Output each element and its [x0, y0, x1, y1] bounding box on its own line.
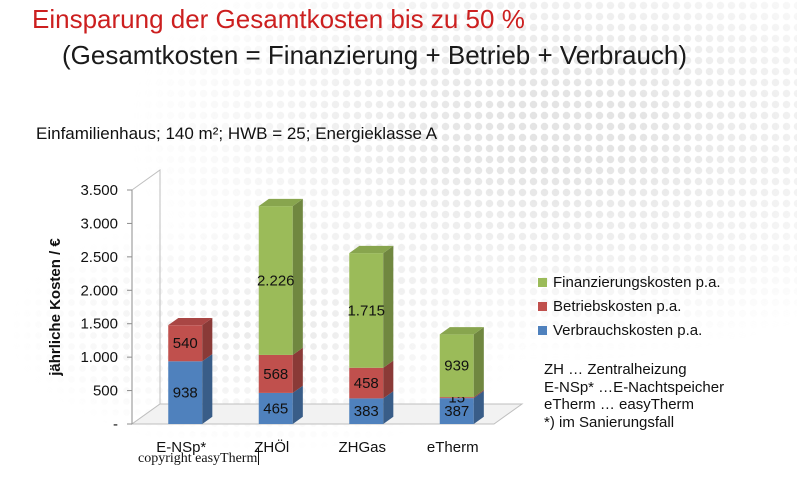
y-tick-label: - — [113, 416, 118, 433]
legend-label-verbrauch: Verbrauchskosten p.a. — [553, 321, 703, 339]
legend-swatch-betrieb — [538, 301, 547, 311]
y-tick-label: 500 — [93, 383, 118, 400]
x-tick-label: eTherm — [427, 439, 479, 456]
bar-top-cap — [168, 317, 213, 326]
legend-swatch-finanzierung — [538, 277, 547, 287]
bar-segment-front — [349, 398, 384, 424]
legend-label-finanzierung: Finanzierungskosten p.a. — [553, 273, 721, 291]
data-label: 568 — [263, 366, 288, 383]
note-sanierung: *) im Sanierungsfall — [544, 413, 675, 431]
copyright-label: copyright easyTherm — [138, 451, 258, 466]
y-tick-label: 1.500 — [80, 316, 118, 333]
bar-segment-side — [383, 360, 394, 399]
x-tick-label: ZHÖl — [254, 438, 289, 456]
bar-segment-front — [439, 398, 474, 424]
y-tick-label: 2.500 — [80, 249, 118, 266]
slide-title: Einsparung der Gesamtkosten bis zu 50 % — [32, 4, 525, 34]
bar-segment-front — [258, 354, 293, 393]
y-axis-title: jährliche Kosten / € — [47, 238, 64, 377]
data-label: 458 — [354, 375, 379, 392]
data-label: 387 — [444, 403, 469, 420]
chart-legend: Finanzierungskosten p.a. Betriebskosten … — [538, 270, 721, 342]
bar-top-cap — [258, 198, 303, 207]
abbreviation-notes: ZH … Zentralheizung E-NSp* …E-Nachtspeic… — [544, 361, 724, 431]
bar-top-cap — [349, 245, 394, 254]
bar-segment-side — [292, 198, 303, 355]
bar-segment-front — [349, 367, 384, 399]
data-label: 383 — [354, 403, 379, 420]
bar-segment-side — [202, 317, 213, 362]
bar-segment-front — [258, 206, 293, 355]
data-label: 1.715 — [347, 302, 385, 319]
legend-item-verbrauch: Verbrauchskosten p.a. — [538, 318, 721, 342]
y-tick-label: 1.000 — [80, 349, 118, 366]
bar-segment-front — [168, 361, 203, 424]
y-tick-label: 3.000 — [80, 215, 118, 232]
note-zh: ZH … Zentralheizung — [544, 361, 687, 378]
data-label: 2.226 — [257, 273, 295, 290]
bar-segment-side — [292, 347, 303, 393]
bar-segment-side — [202, 354, 213, 424]
copyright-text: copyright easyTherm — [138, 448, 260, 467]
legend-item-betrieb: Betriebskosten p.a. — [538, 294, 721, 318]
bar-segment-side — [473, 327, 484, 398]
bar-top-cap — [439, 327, 484, 335]
data-label: 939 — [444, 358, 469, 375]
legend-label-betrieb: Betriebskosten p.a. — [553, 297, 682, 315]
bar-segment-front — [168, 325, 203, 362]
bar-segment-front — [439, 334, 474, 398]
data-label: 465 — [263, 400, 288, 417]
note-etherm: eTherm … easyTherm — [544, 396, 695, 413]
x-tick-label: E-NSp* — [156, 439, 206, 456]
note-ensp: E-NSp* …E-Nachtspeicher — [544, 378, 725, 396]
data-label: 540 — [173, 335, 198, 352]
legend-swatch-verbrauch — [538, 325, 547, 335]
y-tick-label: 3.500 — [80, 182, 118, 199]
bar-segment-front — [258, 392, 293, 424]
slide-subtitle: (Gesamtkosten = Finanzierung + Betrieb +… — [62, 40, 688, 70]
data-label: 938 — [173, 385, 198, 402]
side-wall — [131, 169, 161, 425]
legend-item-finanzierung: Finanzierungskosten p.a. — [538, 270, 721, 294]
bar-segment-side — [383, 245, 394, 368]
bar-segment-front — [439, 397, 474, 399]
bar-segment-side — [292, 385, 303, 424]
bar-segment-side — [473, 389, 484, 399]
text-cursor — [258, 448, 260, 465]
chart-subtitle: Einfamilienhaus; 140 m²; HWB = 25; Energ… — [36, 124, 438, 143]
y-tick-label: 2.000 — [80, 282, 118, 299]
bar-segment-front — [349, 253, 384, 368]
x-tick-label: ZHGas — [338, 439, 386, 456]
bar-segment-side — [383, 391, 394, 424]
bar-segment-side — [473, 390, 484, 424]
